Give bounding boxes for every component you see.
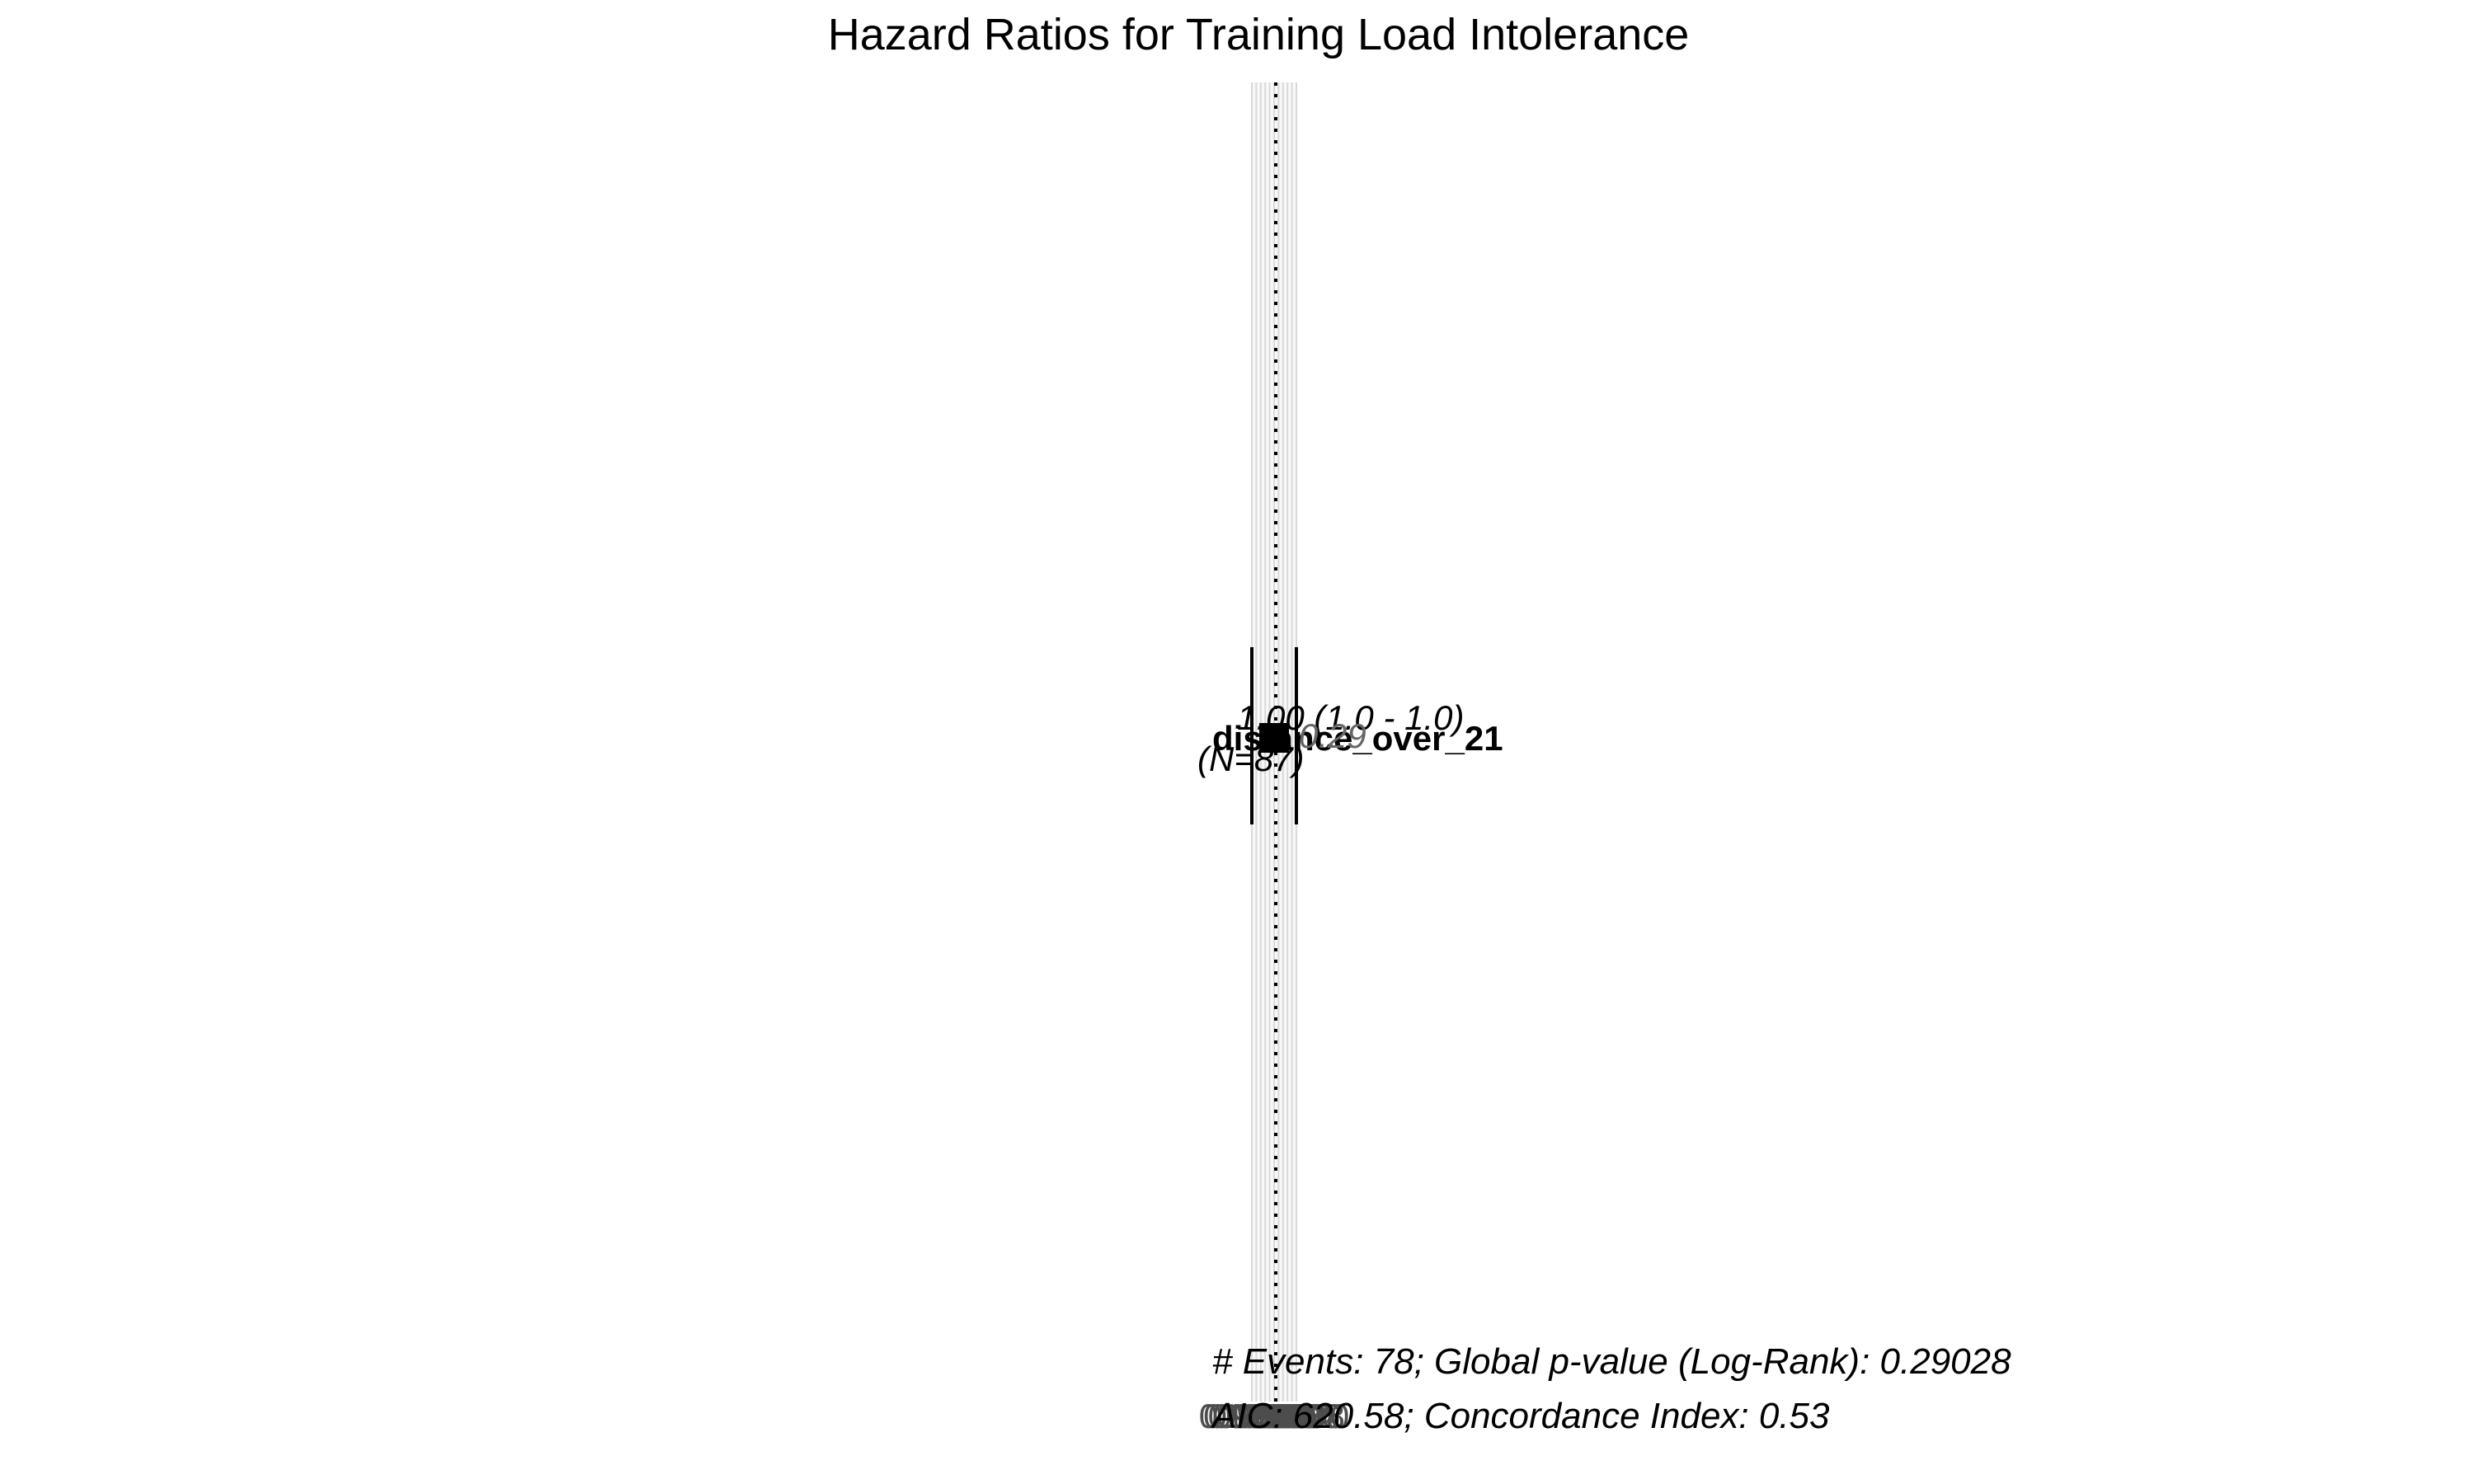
footer-aic-text: AIC: 620.58; Concordance Index: 0.53 — [1210, 1396, 1830, 1436]
x-tick-label: 0.9992 — [1203, 1397, 1309, 1435]
x-tick-label: 0.9998 — [1216, 1397, 1322, 1435]
footer-events-text: # Events: 78; Global p-value (Log-Rank):… — [1212, 1341, 2011, 1382]
x-tick-label: 1.0006 — [1235, 1397, 1340, 1435]
p-value-label: 0.29 — [1299, 716, 1366, 755]
x-tick-label: 0.9990 — [1199, 1397, 1305, 1435]
x-tick-label: 1.0008 — [1239, 1397, 1344, 1435]
x-tick-label: 0.9996 — [1212, 1397, 1318, 1435]
x-tick-label: 1.0000 — [1221, 1397, 1327, 1435]
x-tick-label: 1.0010 — [1244, 1397, 1349, 1435]
x-tick-label: 1.0004 — [1230, 1397, 1336, 1435]
chart-title: Hazard Ratios for Training Load Intolera… — [828, 10, 1690, 59]
forest-rows: distance_over_21(N=87)1.00 (1.0 - 1.0)0.… — [1197, 647, 1503, 824]
x-axis-ticks: 0.99900.99920.99940.99960.99981.00001.00… — [1199, 1397, 1349, 1435]
variable-name-label: distance_over_21 — [1212, 719, 1503, 758]
x-tick-label: 0.9994 — [1208, 1397, 1314, 1435]
reference-n-label: (N=87) — [1197, 740, 1305, 778]
hr-point — [1259, 723, 1290, 753]
hr-ci-label: 1.00 (1.0 - 1.0) — [1237, 698, 1464, 737]
x-tick-label: 1.0002 — [1225, 1397, 1331, 1435]
